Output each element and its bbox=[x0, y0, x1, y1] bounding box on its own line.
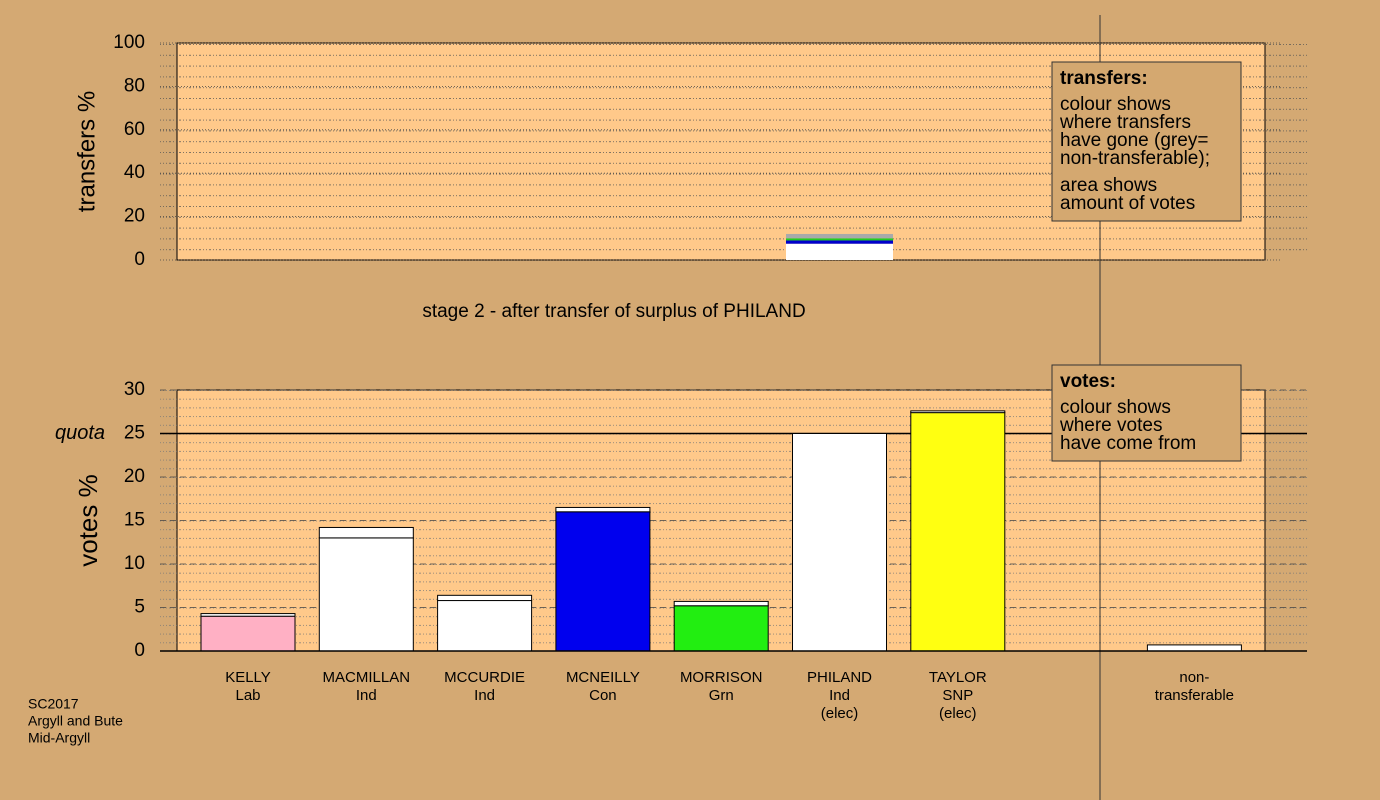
y-tick-label: 25 bbox=[124, 423, 145, 444]
bar-segment bbox=[555, 506, 651, 513]
quota-label: quota bbox=[55, 422, 105, 444]
bar-segment bbox=[437, 600, 533, 652]
y-tick-label: 0 bbox=[134, 640, 145, 661]
legend-title: transfers: bbox=[1060, 68, 1148, 89]
party-label: SNP bbox=[942, 687, 973, 704]
x-tick-label: MCNEILLY bbox=[566, 669, 640, 686]
legend-text: where votes bbox=[1059, 415, 1162, 436]
y-tick-label: 80 bbox=[124, 75, 145, 96]
bar-segment bbox=[555, 511, 651, 652]
bar-segment bbox=[786, 240, 893, 244]
y-tick-label: 40 bbox=[124, 162, 145, 183]
x-tick-label: non- bbox=[1179, 669, 1209, 686]
y-tick-label: 20 bbox=[124, 466, 145, 487]
party-label: Ind bbox=[474, 687, 495, 704]
y-axis-label: transfers % bbox=[73, 91, 100, 212]
y-tick-label: 100 bbox=[113, 32, 145, 53]
status-label: (elec) bbox=[939, 705, 977, 722]
legend-text: colour shows bbox=[1060, 397, 1171, 418]
bar-segment bbox=[318, 526, 414, 539]
party-label: Ind bbox=[829, 687, 850, 704]
legend-text: where transfers bbox=[1059, 112, 1191, 133]
bar-segment bbox=[200, 615, 296, 652]
bar-segment bbox=[786, 238, 893, 241]
legend-text: have gone (grey= bbox=[1060, 130, 1208, 151]
bar bbox=[1146, 644, 1242, 652]
legend-text: area shows bbox=[1060, 175, 1157, 196]
y-tick-label: 60 bbox=[124, 119, 145, 140]
y-tick-label: 10 bbox=[124, 553, 145, 574]
bar-segment bbox=[437, 594, 533, 602]
y-tick-label: 0 bbox=[134, 249, 145, 270]
party-label: Ind bbox=[356, 687, 377, 704]
legend-text: amount of votes bbox=[1060, 193, 1195, 214]
footer-text: Mid-Argyll bbox=[28, 730, 90, 746]
party-label: Grn bbox=[709, 687, 734, 704]
bar-segment bbox=[910, 412, 1006, 652]
bar-segment bbox=[910, 410, 1006, 414]
y-tick-label: 20 bbox=[124, 206, 145, 227]
bar-segment bbox=[673, 600, 769, 607]
x-tick-label: PHILAND bbox=[807, 669, 872, 686]
y-tick-label: 30 bbox=[124, 379, 145, 400]
legend-text: colour shows bbox=[1060, 94, 1171, 115]
x-tick-label: MACMILLAN bbox=[323, 669, 411, 686]
bar-segment bbox=[786, 233, 893, 239]
caption: stage 2 - after transfer of surplus of P… bbox=[422, 301, 805, 322]
status-label: (elec) bbox=[821, 705, 859, 722]
bar-segment bbox=[318, 537, 414, 652]
bar-segment bbox=[786, 243, 893, 260]
bar-segment bbox=[200, 613, 296, 617]
x-tick-label: TAYLOR bbox=[929, 669, 987, 686]
bar-segment bbox=[792, 433, 887, 652]
legend-title: votes: bbox=[1060, 371, 1116, 392]
y-tick-label: 5 bbox=[134, 597, 145, 618]
x-tick-label: MORRISON bbox=[680, 669, 763, 686]
footer-text: Argyll and Bute bbox=[28, 713, 123, 729]
legend-text: non-transferable); bbox=[1060, 148, 1210, 169]
party-label: Con bbox=[589, 687, 617, 704]
legend-box bbox=[1051, 61, 1242, 222]
y-axis-label: votes % bbox=[73, 474, 103, 567]
x-tick-label: transferable bbox=[1155, 687, 1234, 704]
legend-box bbox=[1051, 364, 1242, 462]
party-label: Lab bbox=[235, 687, 260, 704]
footer-text: SC2017 bbox=[28, 696, 79, 712]
bar-segment bbox=[673, 605, 769, 652]
x-tick-label: MCCURDIE bbox=[444, 669, 525, 686]
legend-text: have come from bbox=[1060, 433, 1196, 454]
x-tick-label: KELLY bbox=[225, 669, 271, 686]
y-tick-label: 15 bbox=[124, 510, 145, 531]
